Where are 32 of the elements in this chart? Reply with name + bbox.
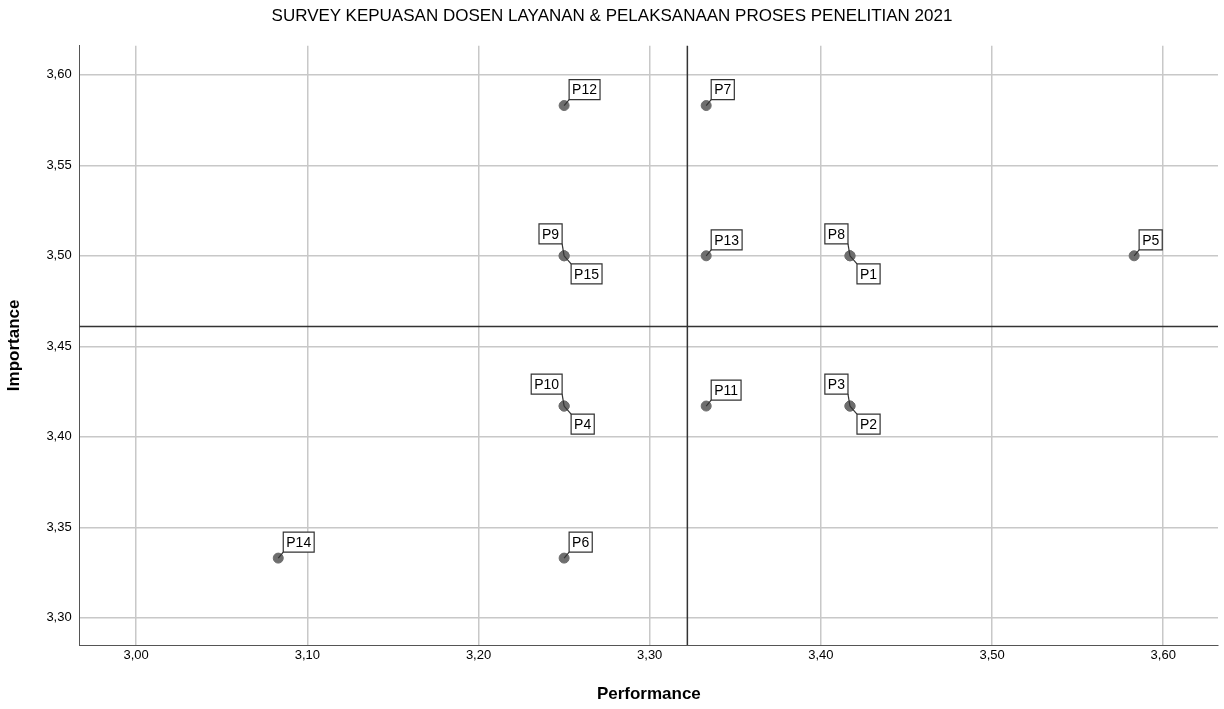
annotation: P12	[572, 81, 598, 98]
chart-title: SURVEY KEPUASAN DOSEN LAYANAN & PELAKSANAAN PROSES PENELITIAN 2021	[270, 6, 954, 26]
y-tick-label: 3,45	[46, 337, 72, 353]
y-axis-title: Importance	[3, 299, 23, 392]
annotation: P1	[859, 265, 878, 282]
annotation: P5	[1142, 231, 1160, 248]
annotation: P14	[286, 533, 312, 550]
x-tick-label: 3,50	[979, 647, 1005, 663]
y-tick-label: 3,35	[46, 518, 72, 534]
y-tick-label: 3,40	[46, 428, 72, 444]
annotation: P15	[574, 265, 600, 282]
x-tick-label: 3,60	[1150, 647, 1176, 663]
annotation: P10	[534, 375, 560, 392]
x-tick-label: 3,10	[294, 647, 321, 663]
x-axis-title: Performance	[596, 684, 701, 704]
annotation: P13	[714, 231, 740, 248]
annotation: P3	[827, 375, 846, 392]
annotation: P6	[572, 533, 590, 550]
annotation: P11	[714, 381, 739, 398]
x-tick-label: 3,30	[637, 647, 663, 663]
x-tick-label: 3,00	[123, 647, 149, 663]
annotation: P4	[574, 415, 592, 432]
x-tick-label: 3,40	[808, 647, 834, 663]
y-tick-label: 3,50	[46, 247, 72, 263]
y-tick-label: 3,30	[46, 609, 72, 625]
annotation: P9	[542, 225, 560, 242]
y-tick-label: 3,55	[46, 156, 72, 172]
y-tick-label: 3,60	[46, 66, 72, 82]
x-tick-label: 3,20	[465, 647, 492, 663]
annotation: P2	[859, 415, 878, 432]
annotation: P7	[714, 81, 732, 98]
annotation: P8	[827, 225, 846, 242]
